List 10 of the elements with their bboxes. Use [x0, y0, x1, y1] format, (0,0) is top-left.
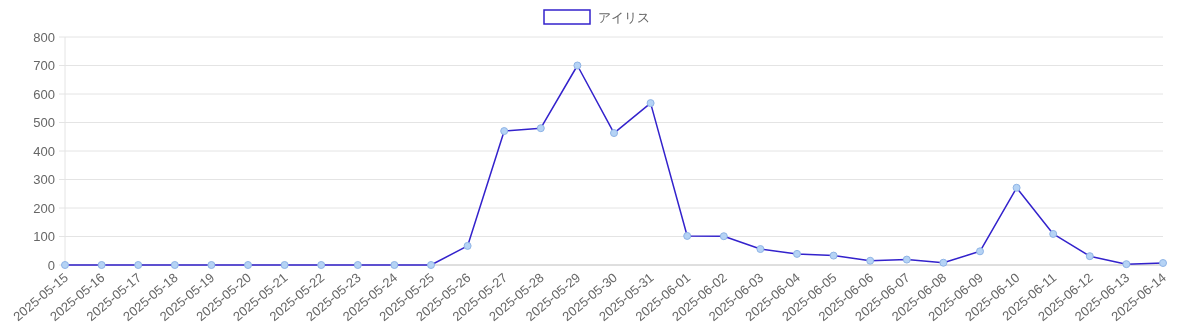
y-tick-label: 600 — [33, 86, 55, 102]
legend-label: アイリス — [598, 10, 650, 25]
y-tick-label: 500 — [33, 115, 55, 130]
y-tick-label: 700 — [33, 58, 55, 73]
y-tick-label: 400 — [33, 143, 55, 159]
y-tick-label: 200 — [33, 200, 55, 216]
y-tick-label: 100 — [33, 229, 55, 244]
y-tick-label: 0 — [47, 257, 55, 273]
y-tick-label: 300 — [33, 172, 55, 187]
y-tick-label: 800 — [33, 29, 55, 45]
